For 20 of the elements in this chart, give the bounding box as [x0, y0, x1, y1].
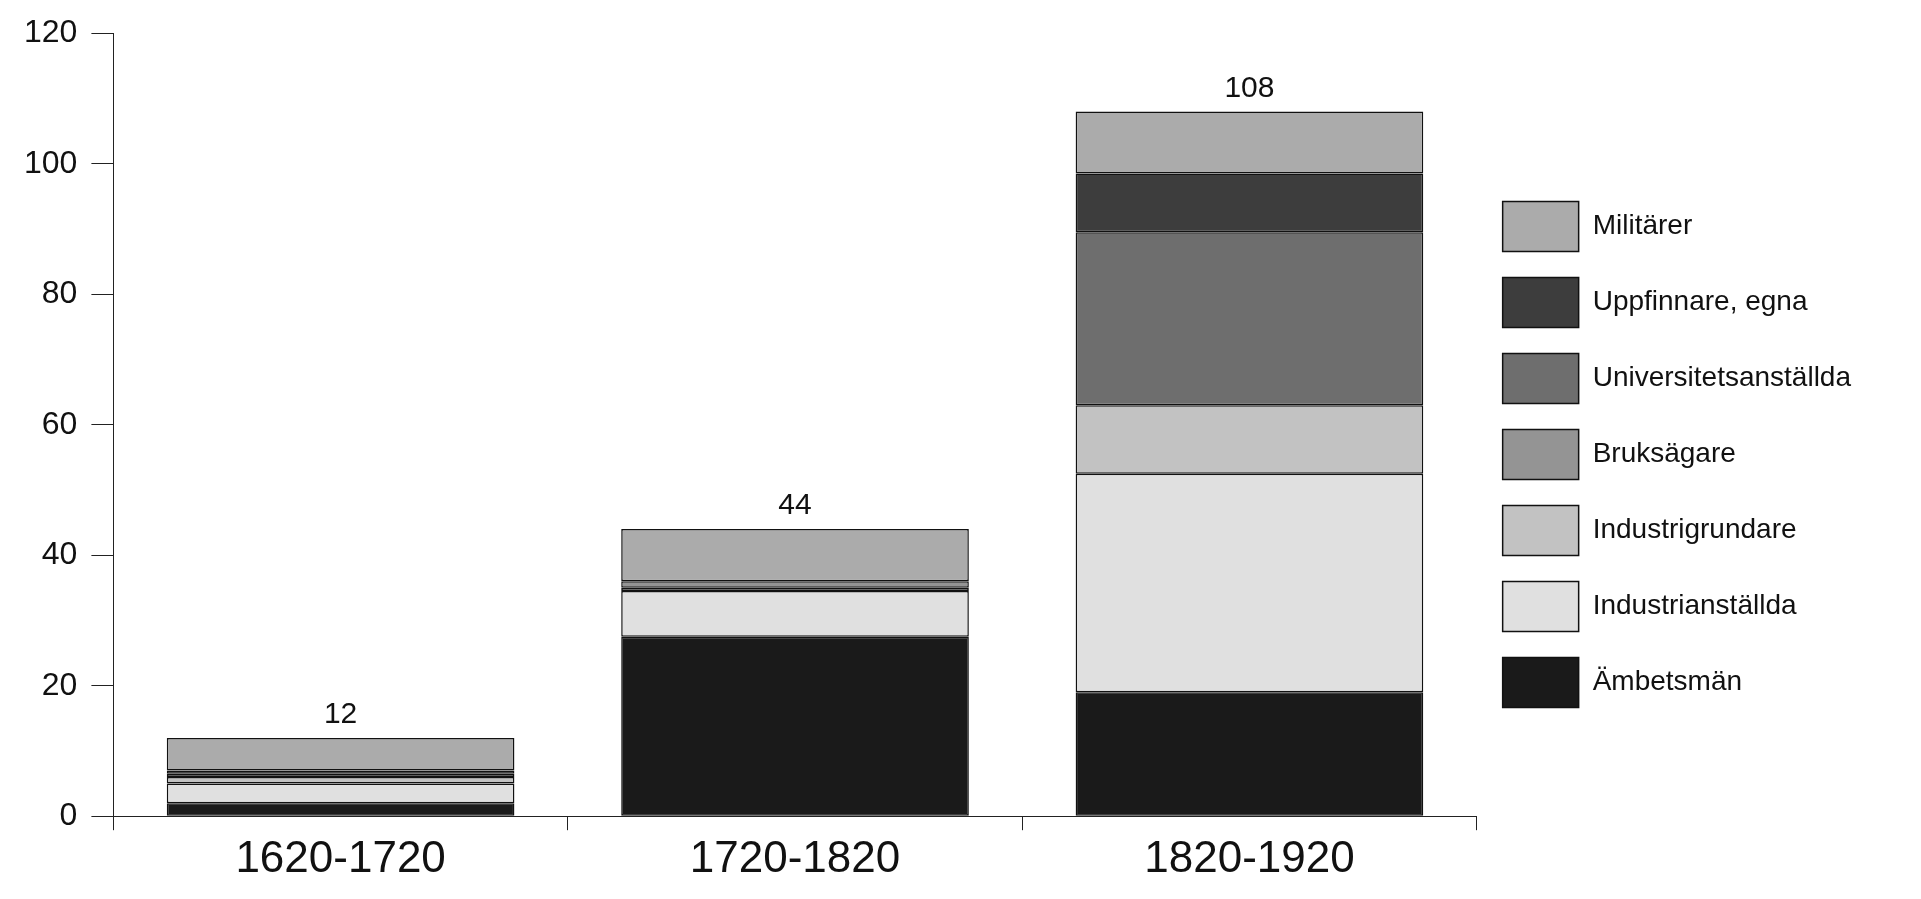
legend-label: Industrigrundare — [1592, 513, 1797, 545]
x-tick-label: 1720-1820 — [689, 831, 901, 881]
legend-label: Industrianställda — [1592, 589, 1797, 621]
x-tick-label: 1620-1720 — [235, 831, 446, 881]
y-tick-label: 80 — [41, 274, 78, 311]
total-label: 44 — [778, 487, 812, 521]
legend-label: Uppfinnare, egna — [1592, 285, 1808, 317]
total-label: 12 — [323, 696, 358, 730]
legend-label: Ämbetsmän — [1592, 665, 1743, 697]
y-tick-label: 100 — [24, 143, 78, 180]
legend-label: Universitetsanställda — [1592, 361, 1852, 393]
legend-label: Bruksägare — [1592, 437, 1736, 469]
y-tick-label: 120 — [24, 13, 78, 50]
x-tick-label: 1820-1920 — [1144, 831, 1355, 881]
total-label: 108 — [1224, 69, 1275, 103]
y-tick-label: 0 — [59, 796, 78, 833]
y-tick-label: 40 — [41, 535, 78, 572]
y-tick-label: 20 — [41, 665, 78, 702]
y-tick-label: 60 — [41, 404, 78, 441]
legend-label: Militärer — [1592, 209, 1693, 241]
